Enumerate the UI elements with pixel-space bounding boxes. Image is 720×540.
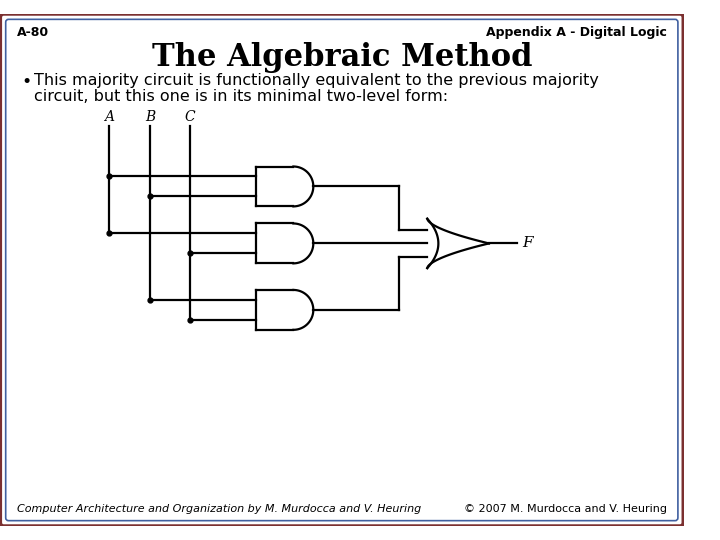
Text: F: F (522, 237, 533, 251)
Text: C: C (184, 110, 195, 124)
Text: © 2007 M. Murdocca and V. Heuring: © 2007 M. Murdocca and V. Heuring (464, 504, 667, 514)
Text: A-80: A-80 (17, 26, 49, 39)
Text: A: A (104, 110, 114, 124)
Text: Appendix A - Digital Logic: Appendix A - Digital Logic (485, 26, 667, 39)
Text: Computer Architecture and Organization by M. Murdocca and V. Heuring: Computer Architecture and Organization b… (17, 504, 421, 514)
Text: circuit, but this one is in its minimal two-level form:: circuit, but this one is in its minimal … (34, 89, 449, 104)
Text: The Algebraic Method: The Algebraic Method (151, 42, 532, 73)
FancyBboxPatch shape (0, 14, 683, 526)
Text: This majority circuit is functionally equivalent to the previous majority: This majority circuit is functionally eq… (34, 72, 599, 87)
Text: •: • (21, 72, 31, 91)
Text: B: B (145, 110, 155, 124)
